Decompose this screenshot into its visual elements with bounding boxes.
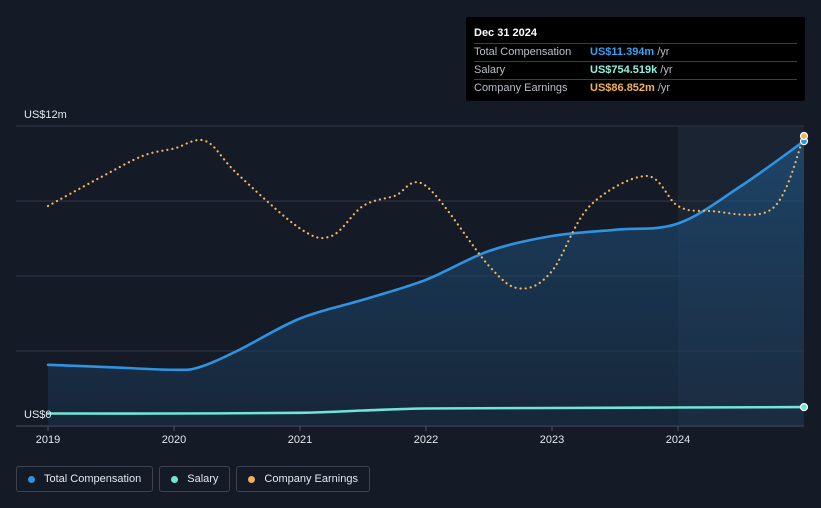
legend-dot-icon	[248, 475, 256, 483]
series-line-total-compensation	[46, 139, 806, 372]
tooltip-row-company-earnings: Company Earnings US$86.852m /yr	[474, 79, 797, 97]
x-tick-label: 2024	[666, 434, 690, 446]
series-area-total-compensation	[48, 141, 804, 426]
tooltip-value: US$754.519k	[590, 64, 658, 76]
x-tick-label: 2020	[162, 434, 186, 446]
series-line-company-earnings	[46, 134, 806, 290]
legend-item-company-earnings[interactable]: Company Earnings	[236, 466, 370, 492]
legend-label: Total Compensation	[44, 473, 142, 485]
tooltip-date: Dec 31 2024	[474, 27, 537, 39]
tooltip-label: Salary	[474, 64, 506, 76]
x-tick-label: 2022	[414, 434, 438, 446]
tooltip-panel: Dec 31 2024 Total Compensation US$11.394…	[466, 17, 805, 101]
x-tick-label: 2021	[288, 434, 312, 446]
legend-item-total-compensation[interactable]: Total Compensation	[16, 466, 154, 492]
legend-label: Company Earnings	[264, 473, 358, 485]
tooltip-label: Company Earnings	[474, 82, 568, 94]
tooltip-unit: /yr	[657, 46, 670, 58]
tooltip-value: US$11.394m	[590, 46, 655, 58]
legend-dot-icon	[28, 475, 35, 483]
x-tick-label: 2023	[540, 434, 564, 446]
tooltip-unit: /yr	[660, 64, 673, 76]
series-endpoint-salary	[799, 403, 809, 412]
legend-dot-icon	[171, 475, 179, 483]
tooltip-row-total-compensation: Total Compensation US$11.394m /yr	[474, 43, 797, 61]
series-endpoint-company-earnings	[799, 131, 809, 141]
legend-label: Salary	[187, 473, 219, 485]
y-tick-label: US$0	[24, 409, 52, 421]
series-line-salary	[46, 405, 806, 415]
chart-legend: Total Compensation Salary Company Earnin…	[16, 466, 370, 494]
legend-item-salary[interactable]: Salary	[159, 466, 231, 492]
x-tick-label: 2019	[36, 434, 60, 446]
tooltip-row-salary: Salary US$754.519k /yr	[474, 61, 797, 79]
y-tick-label: US$12m	[24, 109, 67, 121]
tooltip-value: US$86.852m	[590, 82, 655, 94]
tooltip-unit: /yr	[657, 82, 671, 94]
tooltip-label: Total Compensation	[474, 46, 572, 58]
